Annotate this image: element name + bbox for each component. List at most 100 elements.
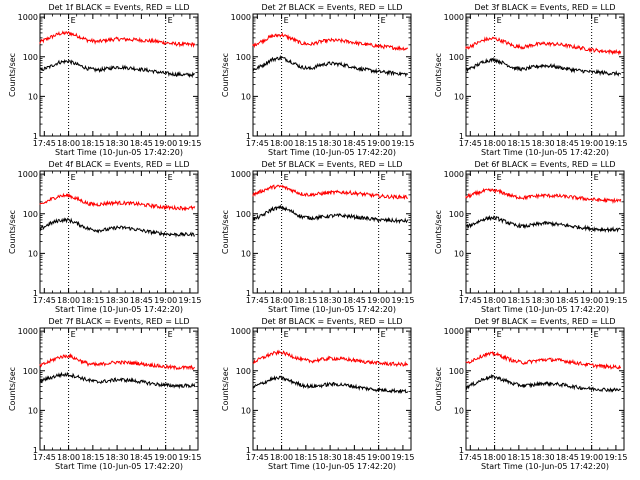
series-line-events <box>465 373 622 393</box>
chart-panel: Det 2f BLACK = Events, RED = LLD 1 10 100 10… <box>221 3 414 157</box>
event-marker-label: E <box>381 173 386 182</box>
chart-panel: Det 3f BLACK = Events, RED = LLD 1 10 100 10… <box>434 3 627 157</box>
y-axis-label: Counts/sec <box>434 210 443 254</box>
series-line-lld <box>465 36 622 56</box>
x-tick-label: 19:00 <box>580 296 603 305</box>
x-tick-label: 18:30 <box>532 139 555 148</box>
x-tick-label: 19:15 <box>604 453 627 462</box>
x-axis-label: Start Time (10-Jun-05 17:42:20) <box>55 305 183 314</box>
x-tick-label: 18:15 <box>294 139 317 148</box>
y-tick-label: 10 <box>241 406 251 415</box>
event-marker-label: E <box>381 16 386 25</box>
x-tick-label: 17:45 <box>33 296 56 305</box>
event-marker-label: E <box>168 173 173 182</box>
x-tick-label: 17:45 <box>246 296 269 305</box>
y-tick-label: 10 <box>454 92 464 101</box>
y-tick-label: 1000 <box>231 170 251 179</box>
chart-title: Det 6f BLACK = Events, RED = LLD <box>474 160 615 169</box>
series-line-events <box>465 56 622 77</box>
y-axis-label: Counts/sec <box>434 53 443 97</box>
y-axis-label: Counts/sec <box>221 210 230 254</box>
y-axis-label: Counts/sec <box>8 367 17 411</box>
x-tick-label: 18:00 <box>483 296 506 305</box>
chart-title: Det 4f BLACK = Events, RED = LLD <box>48 160 189 169</box>
y-tick-label: 100 <box>23 210 38 219</box>
x-tick-label: 19:00 <box>580 453 603 462</box>
event-marker-label: E <box>284 330 289 339</box>
x-tick-label: 18:15 <box>507 453 530 462</box>
x-axis-label: Start Time (10-Jun-05 17:42:20) <box>481 148 609 157</box>
series-line-events <box>39 59 195 79</box>
y-axis-label: Counts/sec <box>8 53 17 97</box>
x-tick-label: 19:15 <box>391 453 414 462</box>
plot-frame <box>39 13 199 137</box>
series-line-lld <box>39 192 196 212</box>
plot-frame <box>39 170 199 294</box>
x-tick-label: 18:00 <box>57 453 80 462</box>
y-tick-label: 10 <box>28 406 38 415</box>
x-tick-label: 18:45 <box>556 296 579 305</box>
series-line-events <box>252 55 409 78</box>
event-marker-label: E <box>71 173 76 182</box>
chart-panel: Det 4f BLACK = Events, RED = LLD 1 10 100 10… <box>8 160 201 314</box>
event-marker-label: E <box>594 16 599 25</box>
event-marker-label: E <box>497 173 502 182</box>
x-tick-label: 19:15 <box>178 139 201 148</box>
series-line-events <box>252 375 409 395</box>
event-marker-label: E <box>71 16 76 25</box>
x-tick-label: 19:00 <box>367 139 390 148</box>
x-tick-label: 18:15 <box>507 139 530 148</box>
x-tick-label: 19:00 <box>154 453 177 462</box>
x-tick-label: 18:15 <box>81 453 104 462</box>
y-tick-label: 1000 <box>444 13 464 22</box>
y-tick-label: 1000 <box>18 327 38 336</box>
y-axis-label: Counts/sec <box>434 367 443 411</box>
x-tick-label: 19:15 <box>178 296 201 305</box>
x-tick-label: 19:00 <box>367 453 390 462</box>
event-marker-label: E <box>168 330 173 339</box>
series-line-lld <box>465 187 622 205</box>
y-tick-label: 10 <box>241 92 251 101</box>
plot-frame <box>39 327 199 451</box>
series-line-lld <box>252 32 409 52</box>
x-tick-label: 19:00 <box>154 139 177 148</box>
x-tick-label: 18:00 <box>483 139 506 148</box>
y-tick-label: 1 <box>459 289 464 298</box>
y-tick-label: 1000 <box>18 170 38 179</box>
plot-frame <box>465 170 625 294</box>
series-line-lld <box>39 352 195 371</box>
x-tick-label: 18:30 <box>106 453 129 462</box>
y-tick-label: 100 <box>236 53 251 62</box>
x-tick-label: 19:15 <box>391 139 414 148</box>
x-tick-label: 18:15 <box>81 296 104 305</box>
x-tick-label: 18:00 <box>57 139 80 148</box>
x-tick-label: 19:15 <box>604 296 627 305</box>
chart-title: Det 5f BLACK = Events, RED = LLD <box>261 160 402 169</box>
x-tick-label: 17:45 <box>459 296 482 305</box>
y-tick-label: 100 <box>23 367 38 376</box>
x-tick-label: 18:15 <box>81 139 104 148</box>
y-tick-label: 1 <box>246 289 251 298</box>
x-tick-label: 18:45 <box>343 139 366 148</box>
y-tick-label: 1 <box>459 446 464 455</box>
x-tick-label: 18:30 <box>106 139 129 148</box>
chart-title: Det 9f BLACK = Events, RED = LLD <box>474 317 615 326</box>
series-line-lld <box>252 349 409 368</box>
series-line-lld <box>465 350 622 370</box>
y-tick-label: 1000 <box>444 170 464 179</box>
y-tick-label: 1 <box>246 132 251 141</box>
x-tick-label: 19:00 <box>154 296 177 305</box>
x-tick-label: 18:15 <box>507 296 530 305</box>
plot-frame <box>252 13 412 137</box>
x-axis-label: Start Time (10-Jun-05 17:42:20) <box>481 462 609 471</box>
x-tick-label: 19:00 <box>580 139 603 148</box>
event-marker-label: E <box>497 330 502 339</box>
chart-panel: Det 5f BLACK = Events, RED = LLD 1 10 100 10… <box>221 160 414 314</box>
x-tick-label: 17:45 <box>459 139 482 148</box>
series-line-events <box>465 214 622 233</box>
x-tick-label: 18:30 <box>319 139 342 148</box>
x-tick-label: 17:45 <box>33 453 56 462</box>
y-tick-label: 100 <box>23 53 38 62</box>
y-tick-label: 1000 <box>18 13 38 22</box>
event-marker-label: E <box>594 330 599 339</box>
